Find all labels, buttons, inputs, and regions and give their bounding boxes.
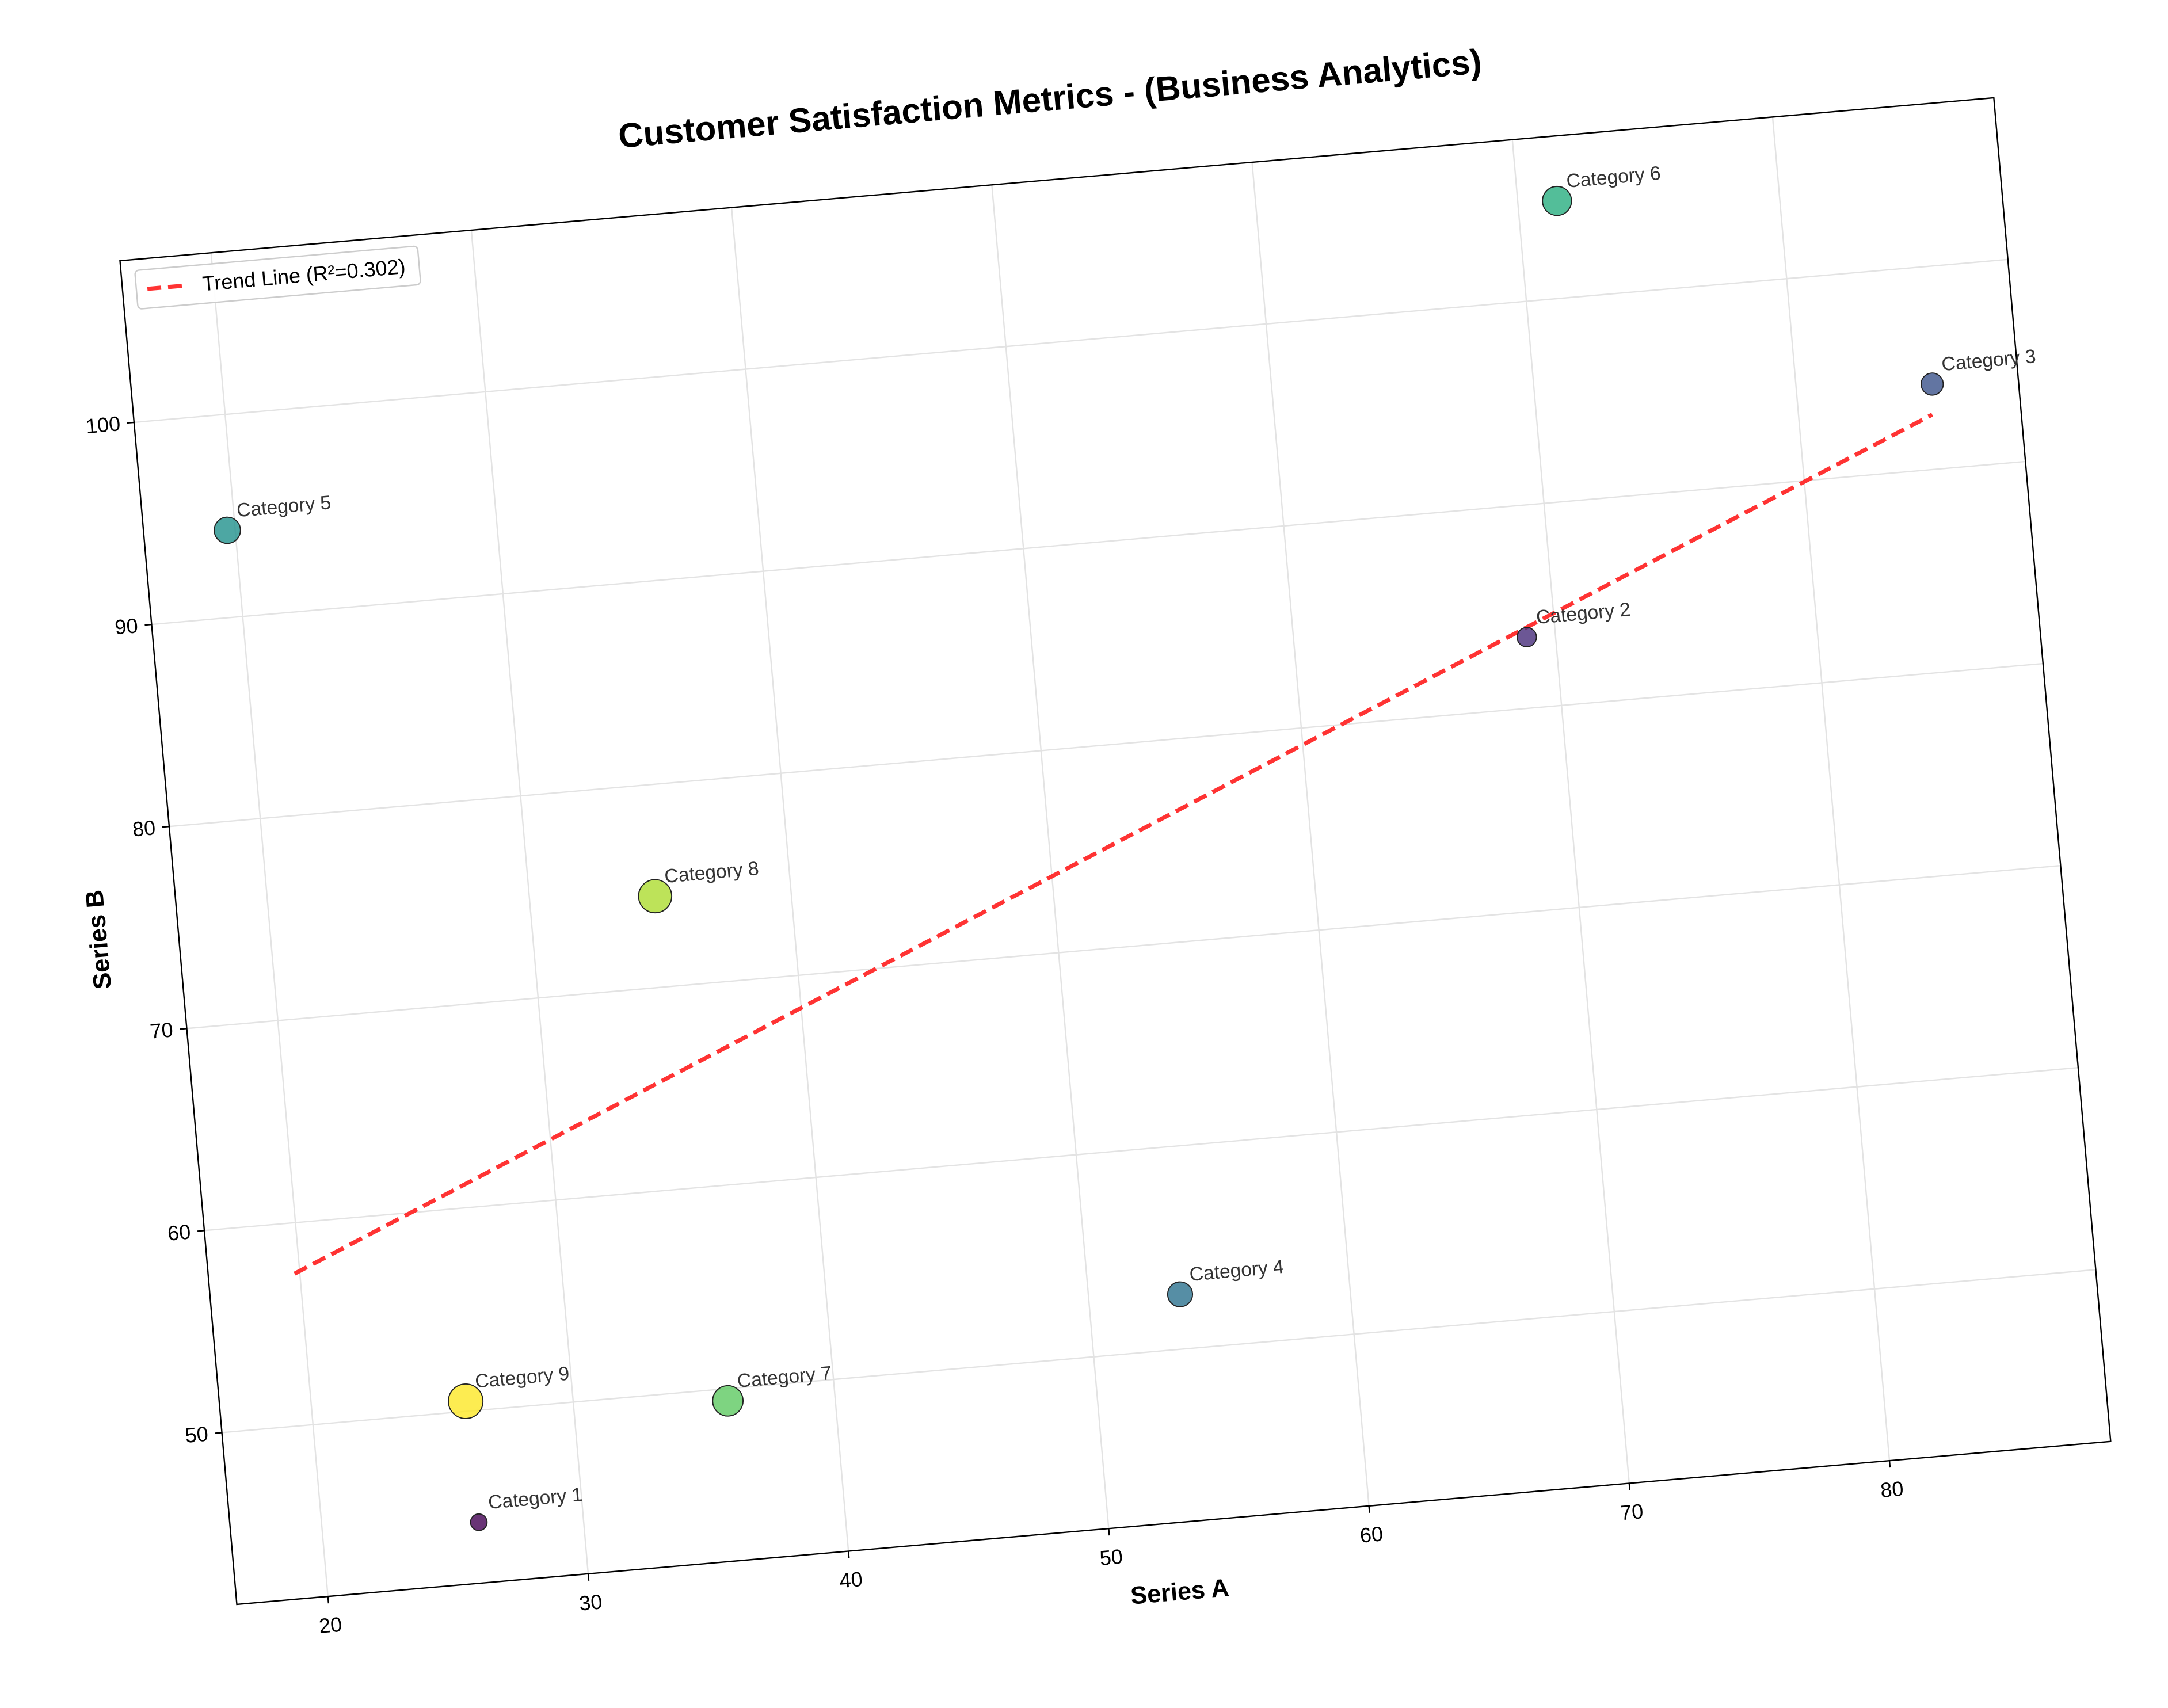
grid-line bbox=[169, 662, 2043, 828]
grid-line bbox=[134, 258, 2008, 424]
x-tick bbox=[847, 1551, 850, 1558]
grid-line bbox=[222, 1269, 2096, 1434]
point-label: Category 9 bbox=[474, 1363, 570, 1393]
chart-title: Customer Satisfaction Metrics - (Busines… bbox=[617, 42, 1483, 155]
x-tick bbox=[1888, 1461, 1891, 1468]
x-tick bbox=[1108, 1528, 1110, 1536]
y-tick-label: 100 bbox=[85, 411, 121, 438]
point-label: Category 7 bbox=[736, 1363, 832, 1392]
grid-line bbox=[186, 864, 2061, 1030]
point bbox=[712, 1385, 744, 1417]
point-label: Category 5 bbox=[236, 492, 332, 521]
grid-line bbox=[1511, 139, 1630, 1484]
x-tick bbox=[1368, 1505, 1370, 1513]
x-tick bbox=[327, 1596, 330, 1604]
grid-line bbox=[210, 253, 329, 1597]
point bbox=[638, 879, 673, 914]
grid-line bbox=[470, 230, 589, 1574]
point-label: Category 6 bbox=[1565, 163, 1662, 192]
x-axis-label: Series A bbox=[1129, 1574, 1230, 1610]
y-tick-label: 90 bbox=[114, 613, 139, 639]
x-tick-label: 30 bbox=[578, 1589, 603, 1615]
y-tick-label: 70 bbox=[149, 1017, 174, 1043]
grid-line bbox=[1251, 162, 1370, 1506]
point-label: Category 4 bbox=[1188, 1256, 1285, 1286]
y-tick-label: 60 bbox=[166, 1220, 191, 1245]
point bbox=[1517, 627, 1537, 647]
grid-line bbox=[991, 185, 1110, 1529]
grid-line bbox=[730, 207, 849, 1551]
legend: Trend Line (R²=0.302) bbox=[134, 245, 421, 310]
point bbox=[1542, 185, 1572, 216]
x-tick-label: 60 bbox=[1359, 1522, 1384, 1547]
x-tick-label: 40 bbox=[839, 1567, 863, 1592]
y-tick-label: 50 bbox=[184, 1422, 209, 1447]
point bbox=[1921, 372, 1944, 396]
y-tick-label: 80 bbox=[131, 815, 156, 841]
point bbox=[1167, 1281, 1194, 1307]
x-tick-label: 70 bbox=[1619, 1499, 1644, 1524]
grid-line bbox=[151, 460, 2026, 626]
y-tick bbox=[144, 623, 152, 626]
x-tick-label: 50 bbox=[1099, 1545, 1123, 1570]
point-label: Category 3 bbox=[1941, 346, 2037, 375]
grid-line bbox=[204, 1067, 2078, 1232]
y-tick bbox=[215, 1432, 222, 1434]
y-axis-label: Series B bbox=[81, 889, 117, 990]
x-tick-label: 80 bbox=[1880, 1477, 1904, 1502]
point bbox=[448, 1383, 484, 1419]
y-tick bbox=[197, 1230, 205, 1232]
y-tick bbox=[180, 1028, 187, 1030]
grid-line bbox=[1771, 117, 1891, 1461]
legend-box bbox=[134, 245, 421, 310]
point-label: Category 1 bbox=[487, 1484, 584, 1513]
point-label: Category 2 bbox=[1535, 599, 1632, 628]
point-label: Category 8 bbox=[664, 858, 760, 887]
x-tick-label: 20 bbox=[318, 1612, 342, 1638]
trend-line bbox=[294, 413, 1933, 1276]
point bbox=[214, 516, 241, 544]
x-tick bbox=[587, 1573, 590, 1581]
plot-border bbox=[119, 97, 2112, 1606]
plot-frame: 20 30 40 50 60 70 80 50 60 70 80 90 100 Category 1 Cat… bbox=[81, 42, 2112, 1638]
y-tick bbox=[162, 825, 170, 828]
y-tick bbox=[127, 421, 134, 424]
point bbox=[470, 1513, 488, 1531]
x-tick bbox=[1628, 1483, 1631, 1490]
